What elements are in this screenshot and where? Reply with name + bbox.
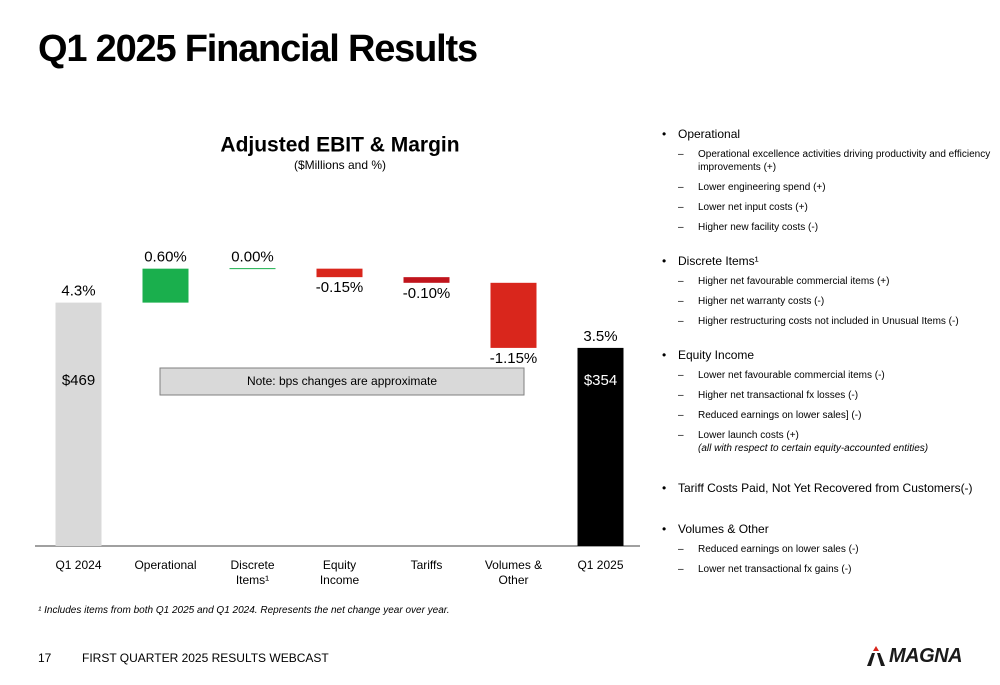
- bar: [403, 277, 450, 283]
- chart-title: Adjusted EBIT & Margin: [220, 134, 459, 157]
- bullet-text: Reduced earnings on lower sales (-): [698, 544, 859, 555]
- bullet-item: Reduced earnings on lower sales] (-): [662, 409, 992, 422]
- bullet-text: Operational excellence activities drivin…: [698, 149, 991, 173]
- annotation: Note: bps changes are approximate: [247, 374, 437, 388]
- amount-label: $469: [62, 372, 95, 389]
- bullet-items: Lower net favourable commercial items (-…: [662, 369, 992, 455]
- bullet-items: Higher net favourable commercial items (…: [662, 275, 992, 328]
- bullet-heading: Volumes & Other: [662, 522, 992, 537]
- bullet-item: Reduced earnings on lower sales (-): [662, 543, 992, 556]
- bullet-text: Higher new facility costs (-): [698, 222, 819, 233]
- bullet-heading: Discrete Items¹: [662, 254, 992, 269]
- bullet-item: Higher new facility costs (-): [662, 221, 992, 234]
- bullet-section: Tariff Costs Paid, Not Yet Recovered fro…: [662, 481, 992, 496]
- value-label: 0.60%: [144, 249, 187, 266]
- logo: MAGNA: [866, 644, 963, 668]
- bullet-text: Higher net warranty costs (-): [698, 296, 825, 307]
- x-tick-label: Tariffs: [410, 558, 443, 572]
- chart: Adjusted EBIT & Margin ($Millions and %)…: [35, 134, 640, 547]
- bullet-item: Lower net input costs (+): [662, 201, 992, 214]
- bullet-text: Lower launch costs (+): [698, 430, 799, 441]
- value-label: -0.10%: [403, 285, 451, 302]
- logo-icon: [867, 646, 885, 666]
- bullet-item: Higher net warranty costs (-): [662, 295, 992, 308]
- bullet-item: Higher net favourable commercial items (…: [662, 275, 992, 288]
- bullet-heading: Equity Income: [662, 348, 992, 363]
- footnote: ¹ Includes items from both Q1 2025 and Q…: [38, 605, 450, 616]
- bullet-heading: Operational: [662, 127, 992, 142]
- x-tick-label: Discrete Items¹: [230, 558, 275, 587]
- logo-text: MAGNA: [889, 644, 963, 667]
- amount-label: $354: [584, 372, 617, 389]
- bullet-text: Lower net transactional fx gains (-): [698, 564, 852, 575]
- bullet-text: Higher net transactional fx losses (-): [698, 390, 859, 401]
- bullet-item: Lower net favourable commercial items (-…: [662, 369, 992, 382]
- bar: [490, 282, 537, 348]
- bar: [316, 268, 363, 278]
- bullet-section: Operational Operational excellence activi…: [662, 127, 992, 234]
- bullet-item: Lower net transactional fx gains (-): [662, 563, 992, 576]
- bullet-item: Operational excellence activities drivin…: [662, 148, 992, 174]
- bullet-section: Discrete Items¹ Higher net favourable com…: [662, 254, 992, 328]
- bullet-item: Higher net transactional fx losses (-): [662, 389, 992, 402]
- value-label: -1.15%: [490, 350, 538, 367]
- x-tick-label: Equity Income: [319, 558, 360, 587]
- value-label: 4.3%: [61, 283, 95, 300]
- bullet-section: Equity Income Lower net favourable commer…: [662, 348, 992, 455]
- bullet-item: Lower engineering spend (+): [662, 181, 992, 194]
- bullet-items: Reduced earnings on lower sales (-) Lower…: [662, 543, 992, 576]
- bar: [577, 347, 624, 546]
- value-label: -0.15%: [316, 279, 364, 296]
- bullet-heading: Tariff Costs Paid, Not Yet Recovered fro…: [662, 481, 992, 496]
- value-label: 0.00%: [231, 249, 274, 266]
- bullet-items: Operational excellence activities drivin…: [662, 148, 992, 234]
- bullet-text: Reduced earnings on lower sales] (-): [698, 410, 862, 421]
- note-box: [159, 367, 525, 396]
- footer-text: FIRST QUARTER 2025 RESULTS WEBCAST: [82, 651, 329, 665]
- x-tick-label: Q1 2024: [55, 558, 102, 572]
- bullet-section: Volumes & Other Reduced earnings on lower…: [662, 522, 992, 576]
- x-tick-label: Volumes & Other: [484, 558, 543, 587]
- bullet-text: Lower net input costs (+): [698, 202, 808, 213]
- bullet-text: Higher restructuring costs not included …: [698, 316, 959, 327]
- bullet-item: Higher restructuring costs not included …: [662, 315, 992, 328]
- bullet-list: Operational Operational excellence activi…: [662, 127, 992, 596]
- bullet-note: (all with respect to certain equity-acco…: [698, 443, 929, 454]
- bullet-item: Lower launch costs (+) (all with respect …: [662, 429, 992, 455]
- bullet-text: Lower engineering spend (+): [698, 182, 826, 193]
- page-number: 17: [38, 651, 52, 665]
- bullet-text: Lower net favourable commercial items (-…: [698, 370, 885, 381]
- slide-title: Q1 2025 Financial Results: [38, 28, 478, 70]
- value-label: 3.5%: [583, 328, 617, 345]
- bar: [142, 268, 189, 303]
- chart-subtitle: ($Millions and %): [294, 158, 386, 172]
- bar: [55, 302, 102, 546]
- x-tick-label: Q1 2025: [577, 558, 624, 572]
- x-tick-label: Operational: [134, 558, 197, 572]
- bullet-text: Higher net favourable commercial items (…: [698, 276, 890, 287]
